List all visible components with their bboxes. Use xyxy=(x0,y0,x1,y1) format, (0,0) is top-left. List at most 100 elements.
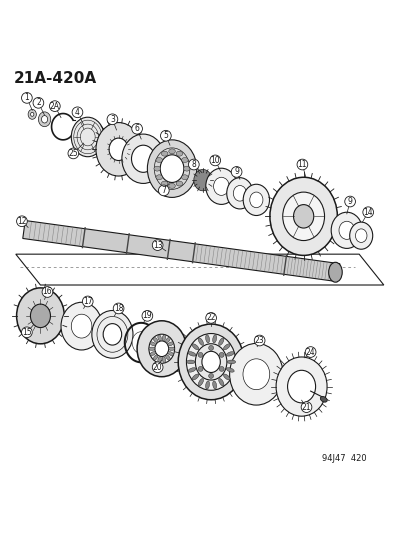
Ellipse shape xyxy=(152,362,163,373)
Ellipse shape xyxy=(181,175,188,180)
Text: 13: 13 xyxy=(152,240,162,249)
Ellipse shape xyxy=(168,347,174,350)
Text: 7: 7 xyxy=(161,186,166,195)
Ellipse shape xyxy=(162,335,165,341)
Ellipse shape xyxy=(131,145,154,172)
Text: 3: 3 xyxy=(110,115,114,124)
Ellipse shape xyxy=(153,337,157,343)
Ellipse shape xyxy=(226,352,234,356)
Text: 6: 6 xyxy=(134,124,139,133)
Ellipse shape xyxy=(188,352,195,356)
Circle shape xyxy=(208,374,213,378)
Text: 8: 8 xyxy=(191,160,196,169)
Ellipse shape xyxy=(349,222,372,249)
Ellipse shape xyxy=(167,342,173,346)
Text: 22: 22 xyxy=(206,313,215,322)
Text: 21A-420A: 21A-420A xyxy=(14,71,97,86)
Text: 5: 5 xyxy=(163,131,168,140)
Ellipse shape xyxy=(205,312,216,323)
Ellipse shape xyxy=(205,168,237,204)
Ellipse shape xyxy=(71,314,92,338)
Circle shape xyxy=(218,366,223,372)
Ellipse shape xyxy=(320,397,326,402)
Circle shape xyxy=(198,366,202,372)
Ellipse shape xyxy=(218,338,223,345)
Ellipse shape xyxy=(154,166,160,171)
Ellipse shape xyxy=(154,341,168,357)
Ellipse shape xyxy=(300,402,311,413)
Ellipse shape xyxy=(61,302,102,350)
Ellipse shape xyxy=(107,114,117,125)
Text: 19: 19 xyxy=(142,311,152,320)
Ellipse shape xyxy=(226,177,252,209)
Circle shape xyxy=(218,352,223,357)
Text: 20: 20 xyxy=(152,363,162,372)
Text: 21: 21 xyxy=(301,402,311,411)
Ellipse shape xyxy=(218,378,223,386)
Ellipse shape xyxy=(223,344,230,350)
Ellipse shape xyxy=(227,360,235,364)
Text: 14: 14 xyxy=(363,208,372,217)
Ellipse shape xyxy=(205,335,209,343)
Ellipse shape xyxy=(21,327,32,337)
Ellipse shape xyxy=(103,324,121,345)
Ellipse shape xyxy=(213,177,229,196)
Ellipse shape xyxy=(269,177,337,255)
Ellipse shape xyxy=(328,262,342,282)
Text: 9: 9 xyxy=(347,197,352,206)
Text: 17: 17 xyxy=(83,297,93,306)
Text: 10: 10 xyxy=(210,156,219,165)
Ellipse shape xyxy=(72,107,83,118)
Ellipse shape xyxy=(148,347,154,350)
Circle shape xyxy=(208,345,213,350)
Ellipse shape xyxy=(176,151,182,156)
Ellipse shape xyxy=(167,352,173,356)
Ellipse shape xyxy=(205,381,209,389)
Ellipse shape xyxy=(242,184,269,215)
Text: 25: 25 xyxy=(69,149,78,158)
Circle shape xyxy=(198,352,202,357)
Ellipse shape xyxy=(287,370,315,403)
Ellipse shape xyxy=(231,167,241,177)
Ellipse shape xyxy=(192,344,198,350)
Text: 18: 18 xyxy=(114,304,123,313)
Ellipse shape xyxy=(202,351,220,373)
Ellipse shape xyxy=(186,360,195,364)
Ellipse shape xyxy=(192,374,198,380)
Ellipse shape xyxy=(304,346,315,358)
Text: 2: 2 xyxy=(36,98,40,107)
Text: 16: 16 xyxy=(43,287,52,296)
Ellipse shape xyxy=(153,355,157,360)
Ellipse shape xyxy=(293,205,313,228)
Ellipse shape xyxy=(186,334,235,390)
Ellipse shape xyxy=(338,221,354,239)
Text: 1: 1 xyxy=(24,93,29,102)
Ellipse shape xyxy=(142,311,152,321)
Ellipse shape xyxy=(188,159,199,170)
Ellipse shape xyxy=(195,344,226,380)
Ellipse shape xyxy=(229,343,282,405)
Ellipse shape xyxy=(21,93,32,103)
Text: 15: 15 xyxy=(22,328,32,337)
Ellipse shape xyxy=(137,321,186,377)
Ellipse shape xyxy=(165,355,170,360)
Ellipse shape xyxy=(275,357,326,416)
Text: 94J47  420: 94J47 420 xyxy=(321,454,366,463)
Ellipse shape xyxy=(109,138,128,160)
Ellipse shape xyxy=(226,368,234,372)
Ellipse shape xyxy=(169,149,175,154)
Ellipse shape xyxy=(193,169,211,191)
Ellipse shape xyxy=(212,335,216,343)
Ellipse shape xyxy=(31,304,50,328)
Ellipse shape xyxy=(113,303,123,314)
Ellipse shape xyxy=(156,158,162,163)
Ellipse shape xyxy=(132,332,150,353)
Ellipse shape xyxy=(181,158,188,163)
Polygon shape xyxy=(23,221,339,281)
Ellipse shape xyxy=(297,159,307,170)
Text: 2A: 2A xyxy=(50,102,60,111)
Ellipse shape xyxy=(147,140,196,197)
Text: 4: 4 xyxy=(75,108,80,117)
Ellipse shape xyxy=(176,181,182,186)
Ellipse shape xyxy=(160,155,183,182)
